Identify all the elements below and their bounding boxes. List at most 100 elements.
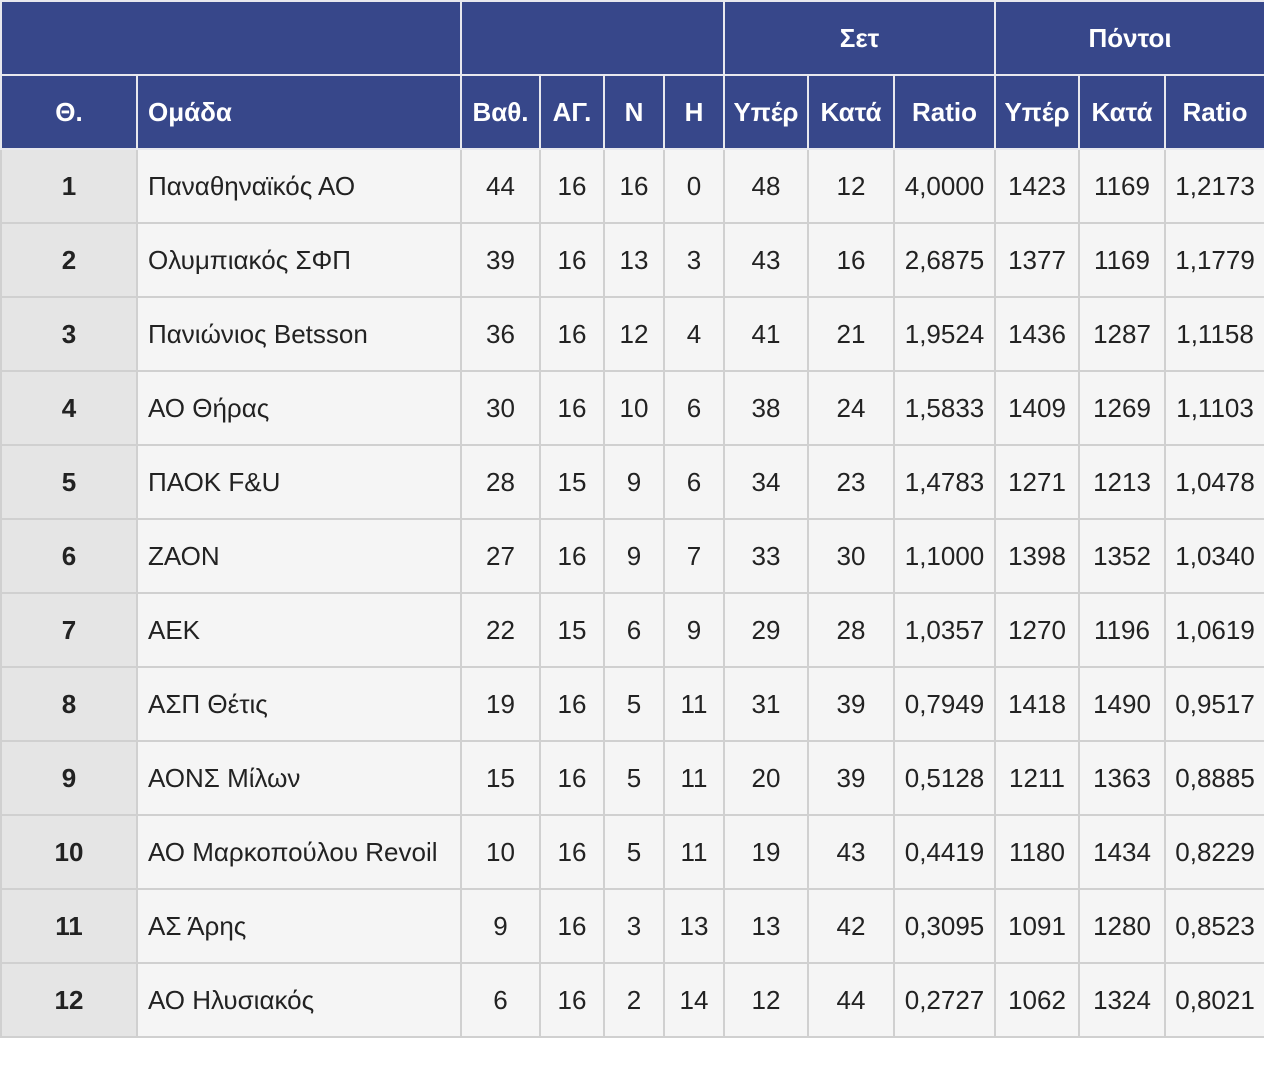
stat-cell: 13 (663, 888, 725, 964)
stat-cell: 41 (723, 296, 809, 372)
column-header: ΑΓ. (539, 74, 605, 150)
stat-cell: 1180 (994, 814, 1081, 890)
stat-cell: 11 (663, 740, 725, 816)
stat-cell: 1377 (994, 222, 1081, 298)
table-row: 1 Παναθηναϊκός ΑΟ 44 16 16 0 48 12 4,0000 1423 116… (0, 148, 1264, 224)
team-cell: ΑΣΠ Θέτις (136, 666, 462, 742)
stat-cell: 0,3095 (892, 888, 997, 964)
stat-cell: 19 (460, 666, 541, 742)
column-header: Η (663, 74, 725, 150)
column-header: Κατά (1078, 74, 1167, 150)
position-cell: 1 (0, 148, 138, 224)
stat-cell: 31 (723, 666, 809, 742)
stat-cell: 16 (807, 222, 895, 298)
stat-cell: 1269 (1078, 370, 1167, 446)
stat-cell: 6 (460, 962, 541, 1038)
stat-cell: 16 (539, 962, 605, 1038)
stat-cell: 28 (460, 444, 541, 520)
team-cell: ΑΕΚ (136, 592, 462, 668)
stat-cell: 1,1103 (1164, 370, 1264, 446)
team-cell: ΑΟ Μαρκοπούλου Revoil (136, 814, 462, 890)
position-cell: 2 (0, 222, 138, 298)
stat-cell: 13 (603, 222, 665, 298)
stat-cell: 10 (460, 814, 541, 890)
table-row: 10 ΑΟ Μαρκοπούλου Revoil 10 16 5 11 19 43 0,4419… (0, 814, 1264, 890)
group-header-empty (460, 0, 725, 76)
column-header: Βαθ. (460, 74, 541, 150)
stat-cell: 16 (539, 222, 605, 298)
stat-cell: 1,0619 (1164, 592, 1264, 668)
column-header: Κατά (807, 74, 895, 150)
stat-cell: 16 (539, 370, 605, 446)
group-header: Πόντοι (994, 0, 1264, 76)
stat-cell: 1091 (994, 888, 1081, 964)
stat-cell: 42 (807, 888, 895, 964)
team-cell: ΖΑΟΝ (136, 518, 462, 594)
stat-cell: 16 (539, 148, 605, 224)
stat-cell: 1423 (994, 148, 1081, 224)
stat-cell: 4,0000 (892, 148, 997, 224)
stat-cell: 24 (807, 370, 895, 446)
stat-cell: 12 (723, 962, 809, 1038)
stat-cell: 1418 (994, 666, 1081, 742)
position-cell: 6 (0, 518, 138, 594)
stat-cell: 1062 (994, 962, 1081, 1038)
column-header: Ratio (1164, 74, 1264, 150)
stat-cell: 1409 (994, 370, 1081, 446)
stat-cell: 1169 (1078, 222, 1167, 298)
team-cell: ΑΟΝΣ Μίλων (136, 740, 462, 816)
table-row: 9 ΑΟΝΣ Μίλων 15 16 5 11 20 39 0,5128 1211 1363 0,88… (0, 740, 1264, 816)
stat-cell: 27 (460, 518, 541, 594)
stat-cell: 39 (460, 222, 541, 298)
stat-cell: 16 (603, 148, 665, 224)
stat-cell: 22 (460, 592, 541, 668)
stat-cell: 21 (807, 296, 895, 372)
stat-cell: 48 (723, 148, 809, 224)
stat-cell: 9 (663, 592, 725, 668)
table-row: 5 ΠΑΟΚ F&U 28 15 9 6 34 23 1,4783 1271 1213 1,0478 (0, 444, 1264, 520)
stat-cell: 16 (539, 740, 605, 816)
stat-cell: 1287 (1078, 296, 1167, 372)
stat-cell: 16 (539, 888, 605, 964)
group-header-row: Σετ Πόντοι (0, 0, 1264, 76)
stat-cell: 1,1158 (1164, 296, 1264, 372)
stat-cell: 29 (723, 592, 809, 668)
stat-cell: 1,5833 (892, 370, 997, 446)
stat-cell: 1324 (1078, 962, 1167, 1038)
stat-cell: 6 (663, 444, 725, 520)
stat-cell: 1,0357 (892, 592, 997, 668)
stat-cell: 0,8229 (1164, 814, 1264, 890)
stat-cell: 43 (723, 222, 809, 298)
table-row: 8 ΑΣΠ Θέτις 19 16 5 11 31 39 0,7949 1418 1490 0,951… (0, 666, 1264, 742)
position-cell: 11 (0, 888, 138, 964)
stat-cell: 16 (539, 666, 605, 742)
position-cell: 5 (0, 444, 138, 520)
stat-cell: 12 (807, 148, 895, 224)
position-cell: 7 (0, 592, 138, 668)
stat-cell: 0 (663, 148, 725, 224)
stat-cell: 4 (663, 296, 725, 372)
table-row: 7 ΑΕΚ 22 15 6 9 29 28 1,0357 1270 1196 1,0619 (0, 592, 1264, 668)
stat-cell: 11 (663, 814, 725, 890)
stat-cell: 2,6875 (892, 222, 997, 298)
stat-cell: 33 (723, 518, 809, 594)
standings-table: Σετ Πόντοι Θ. Ομάδα Βαθ. ΑΓ. Ν Η Υπέρ Κατά Ratio… (0, 0, 1264, 1038)
stat-cell: 19 (723, 814, 809, 890)
stat-cell: 28 (807, 592, 895, 668)
stat-cell: 0,9517 (1164, 666, 1264, 742)
stat-cell: 5 (603, 814, 665, 890)
stat-cell: 16 (539, 296, 605, 372)
stat-cell: 9 (460, 888, 541, 964)
stat-cell: 44 (460, 148, 541, 224)
stat-cell: 1363 (1078, 740, 1167, 816)
table-body: 1 Παναθηναϊκός ΑΟ 44 16 16 0 48 12 4,0000 1423 116… (0, 148, 1264, 1038)
stat-cell: 15 (539, 444, 605, 520)
group-header-empty (0, 0, 462, 76)
stat-cell: 39 (807, 666, 895, 742)
stat-cell: 11 (663, 666, 725, 742)
stat-cell: 1,0478 (1164, 444, 1264, 520)
stat-cell: 34 (723, 444, 809, 520)
stat-cell: 10 (603, 370, 665, 446)
stat-cell: 0,8885 (1164, 740, 1264, 816)
